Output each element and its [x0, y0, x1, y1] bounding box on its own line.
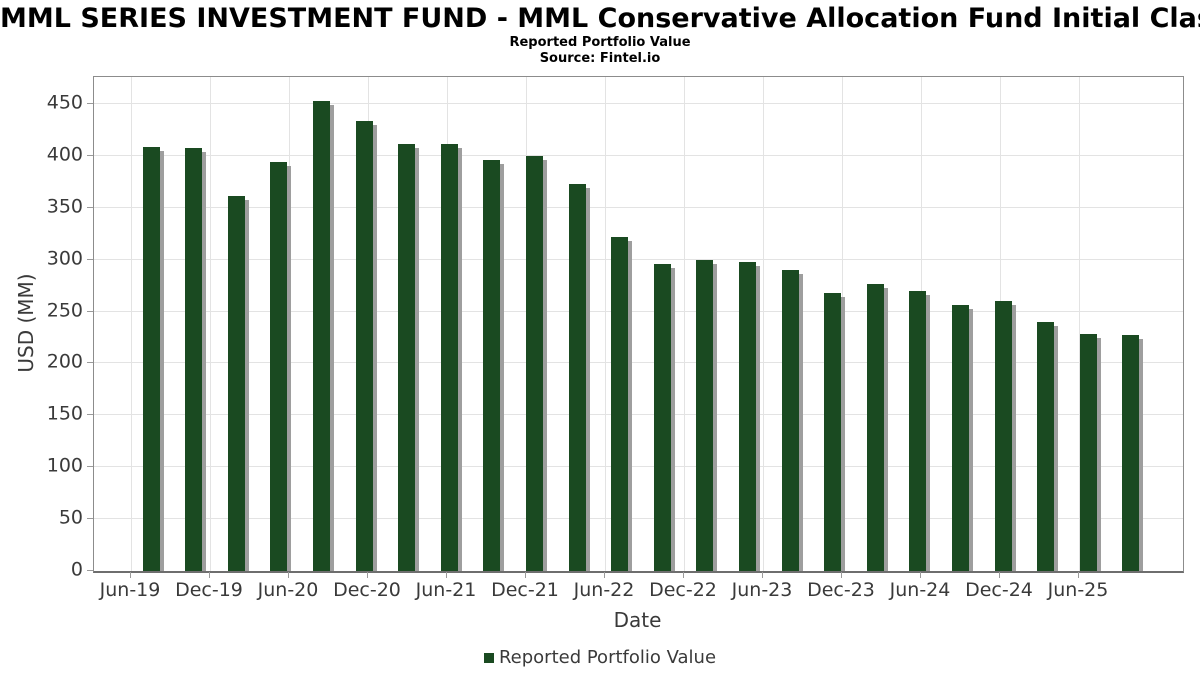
x-tick-Dec-24	[999, 572, 1000, 578]
y-tick-150	[87, 414, 93, 416]
y-tick-label-50: 50	[58, 506, 83, 529]
bar-Mar-20	[270, 162, 288, 571]
y-tick-label-150: 150	[46, 402, 83, 425]
legend: Reported Portfolio Value	[0, 647, 1200, 668]
x-tick-Dec-21	[525, 572, 526, 578]
legend-color-swatch	[483, 652, 494, 663]
y-tick-label-0: 0	[70, 558, 83, 581]
bar-Dec-21	[568, 183, 586, 571]
bar-Mar-21	[440, 144, 458, 571]
gridline-h-350	[94, 206, 1183, 208]
bar-Mar-22	[611, 236, 629, 571]
gridline-h-100	[94, 466, 1183, 468]
y-tick-label-400: 400	[46, 143, 83, 166]
bar-Mar-23	[781, 270, 799, 571]
gridline-h-200	[94, 362, 1183, 364]
x-tick-label-Jun-24: Jun-24	[889, 579, 951, 601]
x-tick-Jun-25	[1078, 572, 1079, 578]
y-tick-label-350: 350	[46, 195, 83, 218]
x-axis-label: Date	[613, 608, 662, 632]
gridline-v-Dec-22	[684, 77, 685, 571]
x-tick-label-Jun-23: Jun-23	[731, 579, 793, 601]
chart-subtitle: Reported Portfolio Value	[509, 35, 691, 50]
bar-Sep-24	[1037, 321, 1055, 571]
gridline-v-Dec-23	[842, 77, 843, 571]
gridline-v-Jun-25	[1079, 77, 1080, 571]
y-tick-50	[87, 518, 93, 520]
gridline-v-Jun-22	[605, 77, 606, 571]
bar-Sep-23	[866, 283, 884, 571]
y-tick-100	[87, 466, 93, 468]
gridline-v-Dec-19	[210, 77, 211, 571]
x-tick-label-Jun-21: Jun-21	[415, 579, 477, 601]
gridline-h-450	[94, 102, 1183, 104]
chart-source-note: Source: Fintel.io	[539, 51, 661, 66]
y-tick-label-200: 200	[46, 350, 83, 373]
x-tick-Dec-22	[683, 572, 684, 578]
x-tick-label-Dec-20: Dec-20	[333, 579, 401, 601]
y-tick-label-450: 450	[46, 91, 83, 114]
gridline-h-400	[94, 154, 1183, 156]
gridline-v-Jun-23	[763, 77, 764, 571]
x-tick-Jun-20	[288, 572, 289, 578]
x-tick-label-Dec-21: Dec-21	[491, 579, 559, 601]
y-tick-400	[87, 154, 93, 156]
x-tick-label-Jun-19: Jun-19	[99, 579, 161, 601]
x-tick-Dec-20	[367, 572, 368, 578]
x-tick-Jun-21	[446, 572, 447, 578]
gridline-h-300	[94, 258, 1183, 260]
x-tick-Dec-19	[209, 572, 210, 578]
y-axis-label: USD (MM)	[14, 273, 38, 373]
y-tick-label-250: 250	[46, 299, 83, 322]
x-tick-label-Dec-23: Dec-23	[807, 579, 875, 601]
x-tick-label-Jun-22: Jun-22	[573, 579, 635, 601]
bar-Dec-19	[227, 196, 245, 571]
x-tick-Jun-24	[920, 572, 921, 578]
bar-Sep-22	[696, 259, 714, 571]
bar-Mar-25	[1122, 335, 1140, 571]
bar-Dec-23	[909, 290, 927, 571]
bar-Jun-19	[142, 146, 160, 571]
x-tick-label-Dec-19: Dec-19	[175, 579, 243, 601]
y-tick-250	[87, 310, 93, 312]
y-tick-0	[87, 570, 93, 571]
legend-label: Reported Portfolio Value	[498, 647, 717, 668]
x-tick-Dec-23	[841, 572, 842, 578]
bar-Sep-20	[355, 120, 373, 571]
bar-Jun-24	[994, 301, 1012, 571]
bar-Dec-22	[738, 261, 756, 571]
x-tick-label-Jun-25: Jun-25	[1047, 579, 1109, 601]
x-tick-label-Jun-20: Jun-20	[257, 579, 319, 601]
bar-Jun-20	[312, 100, 330, 571]
gridline-h-50	[94, 518, 1183, 520]
bar-Sep-21	[525, 155, 543, 571]
x-tick-Jun-23	[762, 572, 763, 578]
y-tick-label-300: 300	[46, 247, 83, 270]
bar-Sep-19	[185, 147, 203, 571]
plot-area	[93, 76, 1184, 573]
y-tick-200	[87, 362, 93, 364]
y-tick-label-100: 100	[46, 454, 83, 477]
x-tick-label-Dec-22: Dec-22	[649, 579, 717, 601]
gridline-v-Jun-20	[289, 77, 290, 571]
gridline-h-150	[94, 414, 1183, 416]
bar-Dec-20	[398, 144, 416, 571]
x-tick-Jun-19	[130, 572, 131, 578]
bar-Mar-24	[951, 305, 969, 571]
bar-Dec-24	[1079, 334, 1097, 571]
chart-title: MML SERIES INVESTMENT FUND - MML Conserv…	[0, 3, 1200, 34]
bar-Jun-22	[653, 263, 671, 571]
gridline-v-Jun-19	[131, 77, 132, 571]
gridline-h-250	[94, 310, 1183, 312]
y-tick-450	[87, 102, 93, 104]
y-tick-350	[87, 206, 93, 208]
bar-Jun-23	[824, 292, 842, 571]
y-tick-300	[87, 258, 93, 260]
x-tick-Jun-22	[604, 572, 605, 578]
bar-Jun-21	[483, 160, 501, 571]
x-tick-label-Dec-24: Dec-24	[965, 579, 1033, 601]
